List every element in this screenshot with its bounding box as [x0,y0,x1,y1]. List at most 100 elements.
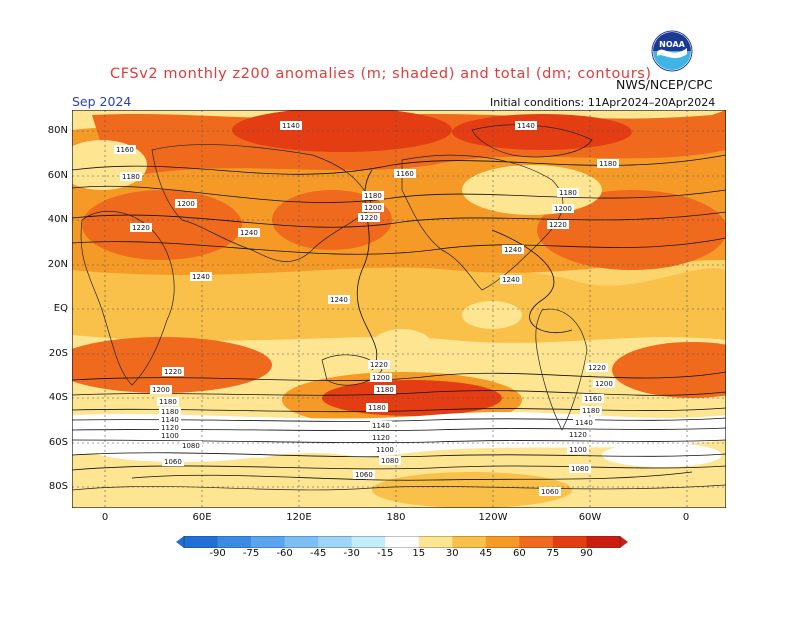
colorbar-tick-label: -90 [209,548,226,559]
svg-text:1220: 1220 [360,214,378,222]
svg-text:1180: 1180 [161,408,179,416]
svg-text:1200: 1200 [372,374,390,382]
shade-red-atlantic [537,190,726,270]
lon-label: 180 [386,512,406,523]
colorbar-swatch [485,536,520,548]
svg-text:1060: 1060 [355,471,373,479]
noaa-logo: NOAA [651,30,693,72]
colorbar-arrow-high [620,536,628,548]
contour-labels: 1140 1140 1160 1160 1180 1180 1180 1180 … [114,121,619,496]
colorbar-swatch [351,536,386,548]
colorbar-swatch [452,536,487,548]
svg-text:1240: 1240 [330,296,348,304]
svg-text:1180: 1180 [376,386,394,394]
height-contours [72,154,726,481]
anomaly-map: 1140 1140 1160 1160 1180 1180 1180 1180 … [72,110,726,508]
colorbar-swatch [418,536,453,548]
lat-label: 40S [48,392,68,403]
svg-text:1120: 1120 [569,431,587,439]
svg-text:1080: 1080 [571,465,589,473]
svg-text:1120: 1120 [161,424,179,432]
svg-text:1220: 1220 [370,361,388,369]
chart-title: CFSv2 monthly z200 anomalies (m; shaded)… [110,66,652,82]
svg-text:1180: 1180 [368,404,386,412]
svg-text:1100: 1100 [376,446,394,454]
svg-text:1120: 1120 [372,434,390,442]
svg-text:1240: 1240 [240,229,258,237]
lat-label: EQ [53,303,68,314]
svg-text:1100: 1100 [161,432,179,440]
colorbar-arrow-low [176,536,184,548]
svg-text:1220: 1220 [549,221,567,229]
svg-text:1200: 1200 [364,204,382,212]
lat-label: 80N [47,125,68,136]
svg-text:1180: 1180 [582,407,600,415]
svg-text:1180: 1180 [364,192,382,200]
svg-text:1140: 1140 [372,422,390,430]
lon-label: 0 [101,512,109,523]
svg-text:1100: 1100 [569,446,587,454]
shade-red-s-africa [72,337,272,393]
shade-orange-antarctic [372,472,572,508]
colorbar-tick-label: -30 [343,548,360,559]
colorbar-swatch [552,536,587,548]
colorbar-tick-label: 75 [546,548,560,559]
svg-text:1180: 1180 [599,160,617,168]
colorbar [176,536,628,548]
svg-text:1180: 1180 [559,189,577,197]
svg-text:1200: 1200 [595,380,613,388]
colorbar-tick-label: -15 [377,548,394,559]
colorbar-tick-label: 45 [479,548,493,559]
colorbar-swatch [519,536,554,548]
svg-text:1220: 1220 [164,368,182,376]
svg-text:1240: 1240 [192,273,210,281]
colorbar-tick-label: -45 [309,548,327,559]
lat-label: 40N [47,214,68,225]
graticule [72,110,726,508]
colorbar-swatch [184,536,219,548]
shade-light-pac2 [462,301,522,329]
lat-label: 20S [48,348,68,359]
svg-text:1220: 1220 [588,364,606,372]
lon-label: 60E [192,512,212,523]
lon-label: 0 [682,512,690,523]
svg-text:1180: 1180 [122,173,140,181]
svg-text:1080: 1080 [182,442,200,450]
shade-light-na [462,165,602,215]
shade-red-africa-n [82,190,242,260]
colorbar-tick-label: 90 [580,548,593,559]
svg-text:1160: 1160 [396,170,414,178]
colorbar-swatch [284,536,319,548]
lat-label: 60N [47,170,68,181]
svg-text:1140: 1140 [161,416,179,424]
colorbar-swatch [385,536,420,548]
shade-arctic-core2 [452,114,632,150]
svg-text:1080: 1080 [381,457,399,465]
colorbar-outline [183,536,621,548]
svg-text:1200: 1200 [152,386,170,394]
lat-label: 60S [48,437,68,448]
coastlines [72,124,726,491]
colorbar-tick-label: 60 [513,548,526,559]
svg-text:1200: 1200 [554,205,572,213]
colorbar-tick-label: -75 [242,548,260,559]
colorbar-tick-label: 30 [445,548,459,559]
shade-white-s3 [602,443,722,467]
svg-text:1200: 1200 [177,200,195,208]
svg-text:1160: 1160 [584,395,602,403]
svg-text:1060: 1060 [541,488,559,496]
svg-text:1140: 1140 [282,122,300,130]
lon-label: 60W [578,512,602,523]
forecast-month: Sep 2024 [72,94,132,109]
svg-text:1060: 1060 [164,458,182,466]
colorbar-swatch [586,536,621,548]
shade-light-pac [372,329,432,361]
svg-text:1220: 1220 [132,224,150,232]
svg-text:1140: 1140 [575,419,593,427]
svg-text:1240: 1240 [502,276,520,284]
lat-label: 80S [48,481,68,492]
agency-label: NWS/NCEP/CPC [616,77,713,92]
lat-label: 20N [47,259,68,270]
colorbar-tick-label: 15 [412,548,426,559]
lon-label: 120W [478,512,508,523]
